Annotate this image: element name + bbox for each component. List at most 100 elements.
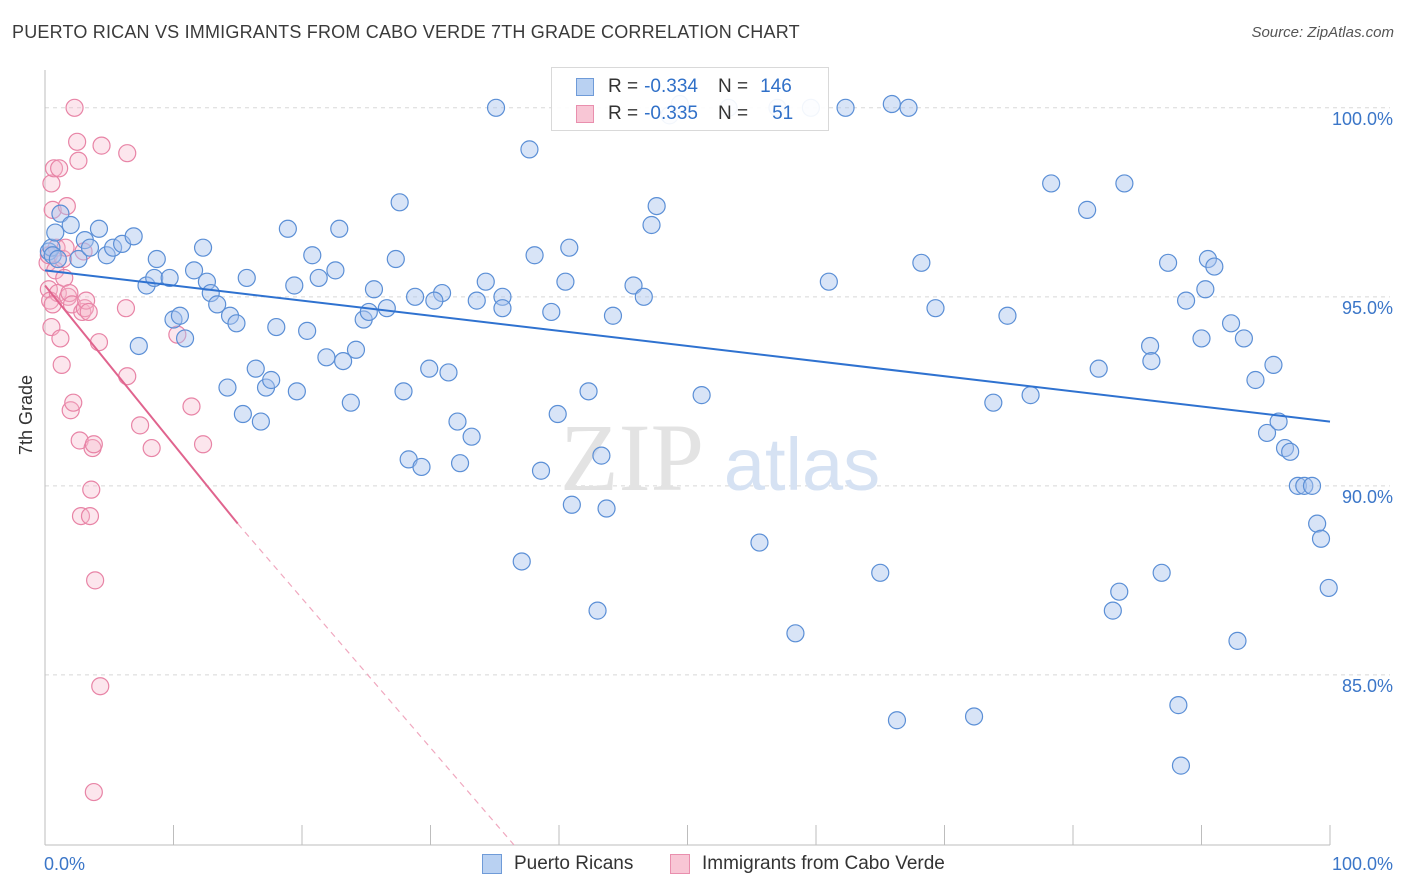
puerto-rican-point: [1103, 601, 1122, 620]
puerto-rican-point: [1281, 442, 1300, 461]
watermark-zip: ZIP: [560, 404, 704, 511]
puerto-rican-point: [836, 98, 855, 117]
legend-n-value: 146: [760, 76, 792, 97]
cabo-verde-trendline-extension: [237, 523, 515, 846]
puerto-rican-point: [1264, 355, 1283, 374]
puerto-rican-point: [542, 302, 561, 322]
puerto-rican-point: [251, 412, 270, 431]
puerto-rican-point: [46, 223, 65, 242]
puerto-rican-point: [359, 302, 378, 322]
puerto-rican-point: [1198, 249, 1218, 269]
puerto-rican-point: [1176, 291, 1196, 310]
puerto-rican-point: [1228, 631, 1247, 650]
puerto-rican-point: [1311, 529, 1331, 548]
cabo-verde-point: [50, 159, 69, 178]
y-tick-label: 85.0%: [1342, 676, 1393, 696]
puerto-rican-point: [588, 601, 607, 620]
puerto-rican-point: [548, 404, 567, 424]
watermark-atlas: atlas: [724, 423, 880, 506]
puerto-rican-point: [1246, 370, 1265, 390]
puerto-rican-point: [450, 454, 470, 473]
puerto-rican-point: [184, 261, 204, 280]
bottom-legend-swatch-pink: [670, 854, 690, 874]
puerto-rican-point: [984, 393, 1003, 412]
legend-n-value: 51: [772, 103, 794, 124]
puerto-rican-point: [899, 98, 918, 117]
puerto-rican-point: [227, 314, 246, 333]
puerto-rican-point: [267, 317, 286, 337]
cabo-verde-point: [86, 571, 105, 590]
puerto-rican-point: [1140, 336, 1160, 356]
puerto-rican-point: [175, 329, 195, 348]
puerto-rican-point: [819, 272, 838, 291]
y-axis-label: 7th Grade: [16, 374, 36, 455]
puerto-rican-point: [1171, 756, 1191, 775]
bottom-legend-swatch-blue: [482, 854, 502, 874]
bottom-legend-puerto-ricans: Puerto Ricans: [482, 852, 633, 876]
puerto-rican-point: [218, 378, 237, 397]
puerto-rican-point: [326, 261, 345, 280]
puerto-rican-point: [642, 215, 661, 235]
puerto-rican-point: [556, 272, 575, 291]
cabo-verde-point: [91, 677, 110, 696]
puerto-rican-point: [597, 499, 616, 518]
legend-r-value: -0.335: [644, 103, 698, 124]
puerto-rican-point: [89, 219, 109, 238]
cabo-verde-point: [130, 416, 150, 435]
puerto-rican-point: [233, 404, 252, 424]
puerto-rican-point: [298, 321, 317, 340]
puerto-rican-point: [1257, 423, 1277, 443]
puerto-rican-point: [462, 427, 481, 446]
cabo-verde-point: [84, 435, 103, 454]
puerto-rican-point: [61, 215, 80, 235]
puerto-rican-point: [147, 249, 166, 269]
puerto-rican-point: [1205, 257, 1224, 276]
puerto-rican-point: [786, 624, 805, 643]
cabo-verde-point: [92, 136, 111, 155]
puerto-rican-trendline: [44, 269, 1331, 423]
puerto-rican-point: [1302, 476, 1322, 495]
puerto-rican-point: [1308, 514, 1327, 533]
puerto-rican-point: [341, 393, 360, 412]
bottom-legend-cabo-verde: Immigrants from Cabo Verde: [670, 852, 945, 876]
y-tick-label: 95.0%: [1342, 298, 1393, 318]
puerto-rican-point: [246, 359, 265, 378]
cabo-verde-point: [44, 159, 64, 178]
cabo-verde-point: [80, 506, 100, 526]
bottom-legend-label: Immigrants from Cabo Verde: [702, 853, 945, 874]
puerto-rican-point: [1269, 412, 1288, 431]
puerto-rican-point: [1115, 174, 1134, 193]
puerto-rican-point: [405, 287, 425, 306]
puerto-rican-point: [525, 246, 544, 265]
cabo-verde-point: [193, 435, 213, 454]
puerto-rican-point: [1021, 386, 1040, 405]
puerto-rican-point: [592, 446, 611, 465]
legend-r-label: R =: [608, 76, 639, 97]
puerto-rican-point: [317, 348, 336, 367]
puerto-rican-point: [476, 272, 495, 291]
puerto-rican-point: [69, 249, 88, 269]
puerto-rican-point: [160, 268, 179, 288]
puerto-rican-point: [170, 306, 190, 325]
puerto-rican-point: [448, 412, 467, 431]
cabo-verde-point: [64, 393, 83, 412]
puerto-rican-point: [692, 386, 711, 405]
cabo-verde-point: [77, 291, 96, 310]
puerto-rican-point: [560, 238, 579, 257]
puerto-rican-point: [386, 249, 405, 269]
cabo-verde-point: [52, 355, 71, 374]
puerto-rican-point: [531, 461, 551, 480]
stats-legend: R = -0.334 N = 146 R = -0.335 N = 51: [551, 67, 829, 131]
puerto-rican-point: [512, 552, 531, 571]
source-label: Source: ZipAtlas.com: [1251, 24, 1394, 41]
puerto-rican-point: [394, 382, 413, 401]
puerto-rican-point: [1221, 314, 1241, 333]
legend-row-puerto-ricans: R = -0.334 N = 146: [552, 74, 792, 100]
puerto-rican-point: [208, 295, 227, 314]
puerto-rican-point: [1078, 200, 1097, 219]
puerto-rican-point: [1152, 563, 1171, 582]
cabo-verde-point: [79, 302, 98, 322]
puerto-rican-point: [278, 219, 297, 238]
chart-title: PUERTO RICAN VS IMMIGRANTS FROM CABO VER…: [12, 22, 800, 42]
cabo-verde-point: [53, 249, 73, 269]
